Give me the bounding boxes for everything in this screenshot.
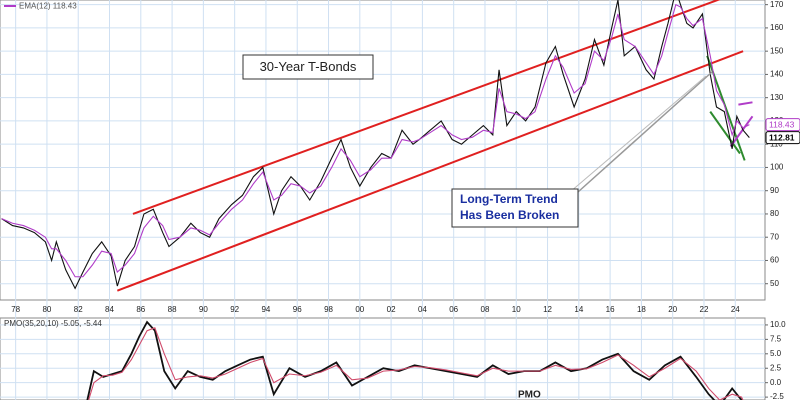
y-tick-label: 5.0 [770, 349, 782, 358]
pmo-annotation: PMO [518, 390, 541, 400]
annotation-box [451, 188, 579, 228]
y-tick-label: 7.5 [770, 334, 782, 343]
x-tick-label: 90 [199, 305, 208, 314]
panel-label: PMO(35,20,10) -5.05, -5.44 [4, 319, 102, 328]
grid [0, 0, 768, 400]
callout-pointer [577, 71, 713, 193]
x-tick-label: 20 [668, 305, 677, 314]
value-tag-label: 118.43 [769, 119, 795, 129]
x-tick-label: 04 [418, 305, 427, 314]
y-tick-label: 2.5 [770, 363, 782, 372]
y-tick-label: 90 [770, 186, 779, 195]
y-tick-label: 80 [770, 209, 779, 218]
x-tick-label: 80 [42, 305, 51, 314]
x-tick-label: 78 [11, 305, 20, 314]
value-tag-label: 112.81 [769, 132, 795, 142]
annotation: Has Been Broken [460, 208, 559, 222]
x-tick-label: 88 [168, 305, 177, 314]
y-tick-label: 60 [770, 256, 779, 265]
x-tick-label: 16 [606, 305, 615, 314]
y-tick-label: 150 [770, 46, 784, 55]
x-tick-label: 22 [700, 305, 709, 314]
y-tick-label: 160 [770, 23, 784, 32]
trend-line [738, 101, 753, 106]
trend-line [729, 115, 754, 148]
y-tick-label: 0.0 [770, 378, 782, 387]
x-tick-label: 84 [105, 305, 114, 314]
trend-line [709, 111, 741, 155]
value-tag [765, 118, 800, 132]
x-tick-label: 06 [449, 305, 458, 314]
y-tick-label: 140 [770, 70, 784, 79]
title-box [242, 54, 374, 80]
annotation: Long-Term Trend [460, 192, 558, 206]
value-tag [765, 131, 800, 145]
legend-label: EMA(12) 118.43 [19, 2, 77, 11]
pmo-lines [86, 320, 744, 400]
x-tick-label: 24 [731, 305, 740, 314]
y-tick-label: 130 [770, 93, 784, 102]
y-tick-label: 70 [770, 232, 779, 241]
series-line [88, 327, 744, 400]
y-tick-label: 100 [770, 163, 784, 172]
y-tick-label: 50 [770, 279, 779, 288]
series-line [1, 0, 750, 290]
x-tick-label: 10 [512, 305, 521, 314]
price-lines [1, 0, 754, 292]
x-tick-label: 14 [574, 305, 583, 314]
series-line [86, 320, 743, 400]
x-tick-label: 08 [481, 305, 490, 314]
x-tick-label: 98 [324, 305, 333, 314]
y-tick-label: 10.0 [770, 320, 786, 329]
x-tick-label: 92 [230, 305, 239, 314]
x-tick-label: 12 [543, 305, 552, 314]
chart-title: 30-Year T-Bonds [260, 59, 357, 74]
x-tick-label: 96 [293, 305, 302, 314]
callout-pointer [569, 75, 707, 193]
price-panel [0, 0, 766, 301]
y-tick-label: -2.5 [770, 392, 784, 400]
trend-line [132, 0, 721, 215]
pmo-panel [0, 317, 766, 400]
x-tick-label: 00 [355, 305, 364, 314]
trend-line [116, 50, 744, 292]
x-tick-label: 82 [74, 305, 83, 314]
x-tick-label: 86 [136, 305, 145, 314]
y-tick-label: 170 [770, 0, 784, 9]
series-line [1, 3, 750, 278]
x-tick-label: 02 [387, 305, 396, 314]
x-tick-label: 18 [637, 305, 646, 314]
x-tick-label: 94 [261, 305, 270, 314]
